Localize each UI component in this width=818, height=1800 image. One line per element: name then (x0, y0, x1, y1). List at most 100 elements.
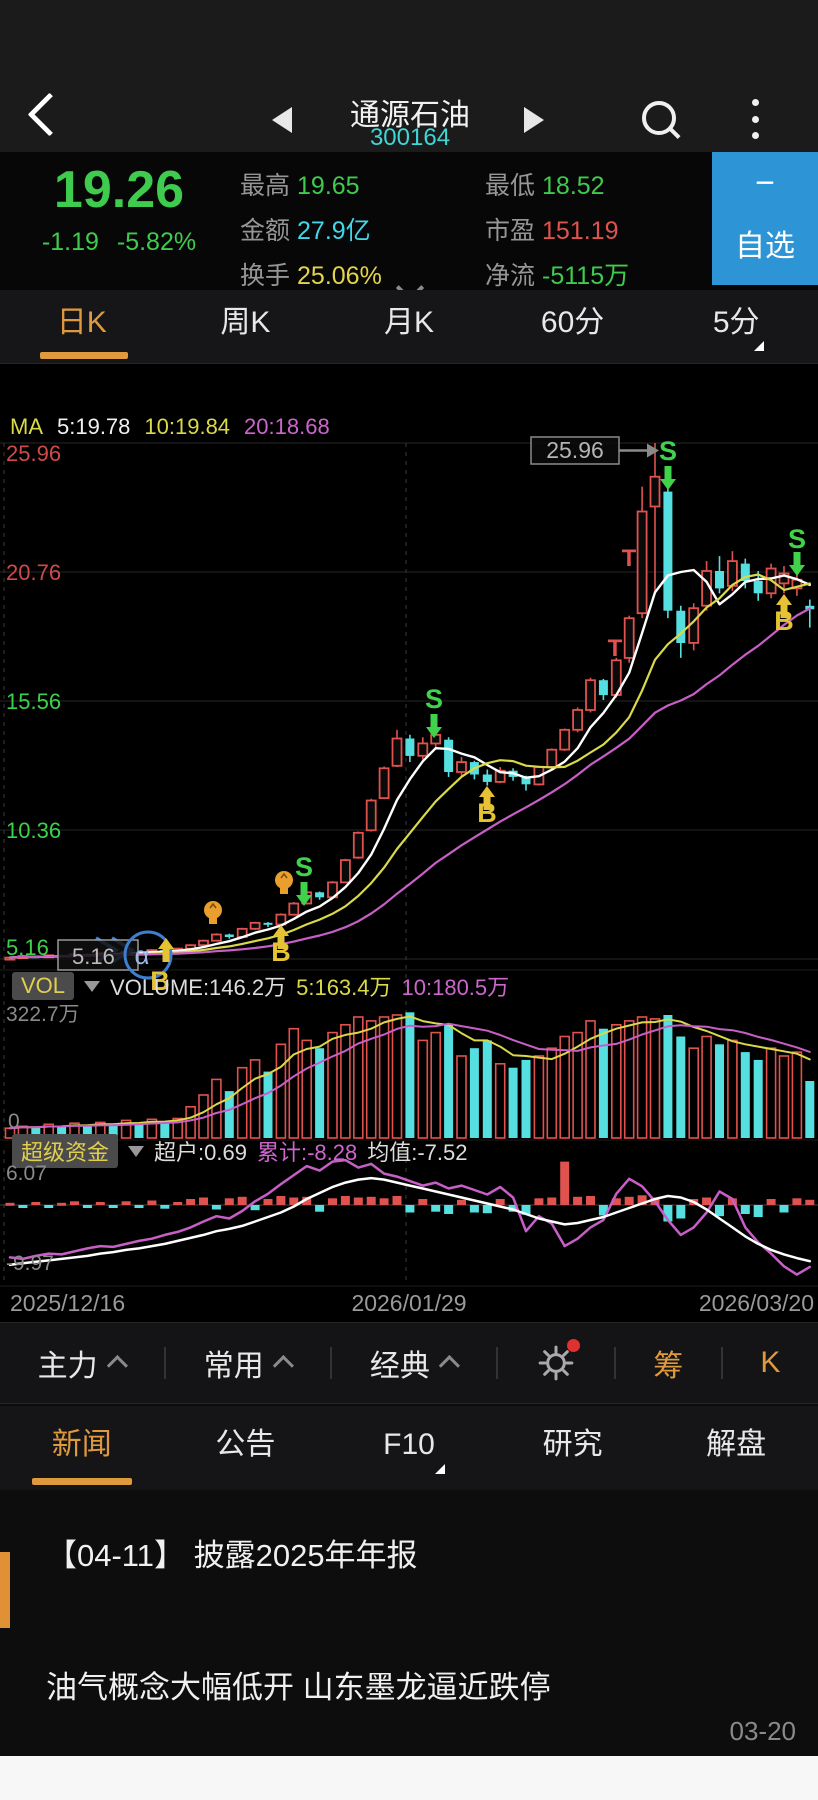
fund-header: 超级资金 超户:0.69 累计:-8.28 均值:-7.52 (12, 1134, 467, 1168)
tab-announcements[interactable]: 公告 (215, 1428, 276, 1461)
scroll-indicator (0, 1552, 10, 1628)
active-tab-underline (40, 352, 128, 359)
prev-stock-icon[interactable] (272, 107, 292, 133)
search-icon[interactable] (642, 101, 676, 135)
volume-zero-label: 0 (8, 1110, 20, 1133)
ma-prefix: MA (10, 414, 43, 439)
fund-v2: 累计:-8.28 (256, 1140, 358, 1165)
svg-text:5.16: 5.16 (72, 944, 115, 969)
toolbar-zhuli[interactable]: 主力 (38, 1341, 128, 1385)
fund-max-label: 6.07 (6, 1162, 47, 1185)
toolbar-changyong[interactable]: 常用 (204, 1341, 294, 1385)
toolbar-divider (330, 1347, 333, 1379)
date-mid: 2026/01/29 (351, 1290, 467, 1316)
candles-layer (4, 443, 815, 961)
tab-f10[interactable]: F10 (327, 1406, 491, 1492)
news-list: 【04-11】 披露2025年年报 油气概念大幅低开 山东墨龙逼近跌停 03-2… (0, 1490, 818, 1756)
tab-commentary[interactable]: 解盘 (706, 1428, 767, 1461)
svg-text:10.36: 10.36 (6, 818, 61, 843)
volume-header: VOL VOLUME:146.2万 5:163.4万 10:180.5万 (12, 970, 509, 1002)
stat-turnover: 换手 25.06% (240, 262, 382, 290)
tab-monthly-k[interactable]: 月K (383, 306, 434, 339)
svg-text:B: B (271, 937, 291, 967)
watchlist-button[interactable]: − 自选 (712, 152, 818, 285)
app-header: 通源石油 300164 (0, 85, 818, 152)
period-tabbar: 日K 周K 月K 60分 5分 (0, 290, 818, 364)
toolbar-divider (496, 1347, 499, 1379)
volume-current: VOLUME:146.2万 (110, 975, 287, 1000)
toolbar-jingdian[interactable]: 经典 (370, 1341, 460, 1385)
svg-text:B: B (774, 606, 794, 636)
svg-text:α: α (134, 940, 149, 970)
toolbar-divider (613, 1347, 616, 1379)
settings-gear-icon[interactable] (536, 1339, 581, 1383)
x-axis-dates: 2025/12/16 2026/01/29 2026/03/20 (0, 1290, 818, 1318)
svg-text:S: S (295, 852, 313, 882)
fund-dropdown-icon[interactable] (128, 1145, 145, 1157)
active-news-tab-underline (32, 1478, 132, 1485)
stock-title: 通源石油 (350, 99, 470, 132)
svg-text:S: S (788, 524, 806, 554)
news-item[interactable]: 【04-11】 披露2025年年报 (46, 1538, 418, 1573)
svg-text:T: T (608, 635, 623, 662)
volume-max-label: 322.7万 (6, 1003, 80, 1026)
svg-text:25.96: 25.96 (546, 437, 604, 463)
svg-text:T: T (622, 545, 637, 572)
stat-amount: 金额 27.9亿 (240, 217, 371, 245)
tab-5min[interactable]: 5分 (654, 290, 818, 363)
stat-netflow: 净流 -5115万 (485, 262, 630, 290)
svg-text:5.16: 5.16 (6, 935, 49, 960)
toolbar-k-chip[interactable]: K (760, 1346, 781, 1379)
news-tabbar: 新闻 公告 F10 研究 解盘 (0, 1404, 818, 1492)
chevron-up-icon (272, 1354, 294, 1376)
high-annotation: 25.96 (530, 436, 659, 465)
stat-low: 最低 18.52 (485, 172, 605, 200)
status-bar (0, 0, 818, 85)
svg-text:S: S (425, 684, 443, 714)
change-value: -1.19 (41, 228, 99, 256)
quote-panel: 19.26 -1.19 -5.82% 最高 19.65 最低 18.52 金额 27.… (0, 152, 818, 303)
chevron-up-icon (106, 1354, 128, 1376)
stock-code: 300164 (369, 124, 451, 151)
volume-ma10: 10:180.5万 (401, 975, 510, 1000)
tab-daily-k[interactable]: 日K (56, 306, 107, 339)
ma5-value: 5:19.78 (57, 414, 131, 439)
menu-kebab-icon[interactable] (752, 99, 760, 139)
quote-stats: 最高 19.65 最低 18.52 金额 27.9亿 市盈 151.19 换手 25.06… (240, 166, 710, 292)
date-end: 2026/03/20 (698, 1290, 814, 1316)
fund-indicator-chip[interactable]: 超级资金 (12, 1134, 119, 1168)
news-item[interactable]: 油气概念大幅低开 山东墨龙逼近跌停 (46, 1670, 551, 1705)
ma20-value: 20:18.68 (244, 414, 330, 439)
tab-60min[interactable]: 60分 (540, 306, 605, 339)
ma10-value: 10:19.84 (144, 414, 231, 439)
y-axis-labels: 25.96 20.76 15.56 10.36 5.16 (6, 441, 61, 960)
tab-weekly-k[interactable]: 周K (220, 306, 271, 339)
next-stock-icon[interactable] (524, 107, 544, 133)
current-price: 19.26 (53, 161, 185, 219)
svg-text:25.96: 25.96 (6, 441, 61, 466)
stat-high: 最高 19.65 (240, 172, 360, 200)
svg-text:20.76: 20.76 (6, 560, 61, 585)
minus-icon: − (755, 164, 775, 202)
fund-flow-layer (5, 1158, 815, 1276)
toolbar-chou-chip[interactable]: 筹 (653, 1350, 684, 1383)
stat-pe: 市盈 151.19 (485, 217, 619, 245)
trade-markers: S B S B T T S S B (204, 436, 806, 967)
fund-v3: 均值:-7.52 (367, 1140, 468, 1165)
signal-cluster: 5.16 αB (57, 930, 174, 996)
tab-news[interactable]: 新闻 (51, 1428, 112, 1461)
vol-indicator-chip[interactable]: VOL (12, 972, 75, 1000)
notification-dot (567, 1339, 581, 1352)
svg-text:S: S (659, 436, 677, 466)
volume-bars (4, 1012, 815, 1139)
change-percent: -5.82% (116, 228, 197, 256)
tab-research[interactable]: 研究 (542, 1428, 603, 1461)
date-start: 2025/12/16 (10, 1290, 126, 1316)
ma-legend: MA 5:19.78 10:19.84 20:18.68 (10, 414, 330, 440)
back-icon[interactable] (27, 92, 72, 137)
svg-text:B: B (477, 798, 497, 828)
vol-dropdown-icon[interactable] (84, 980, 101, 992)
indicator-toolbar: 主力 常用 经典 筹 K (0, 1322, 818, 1404)
